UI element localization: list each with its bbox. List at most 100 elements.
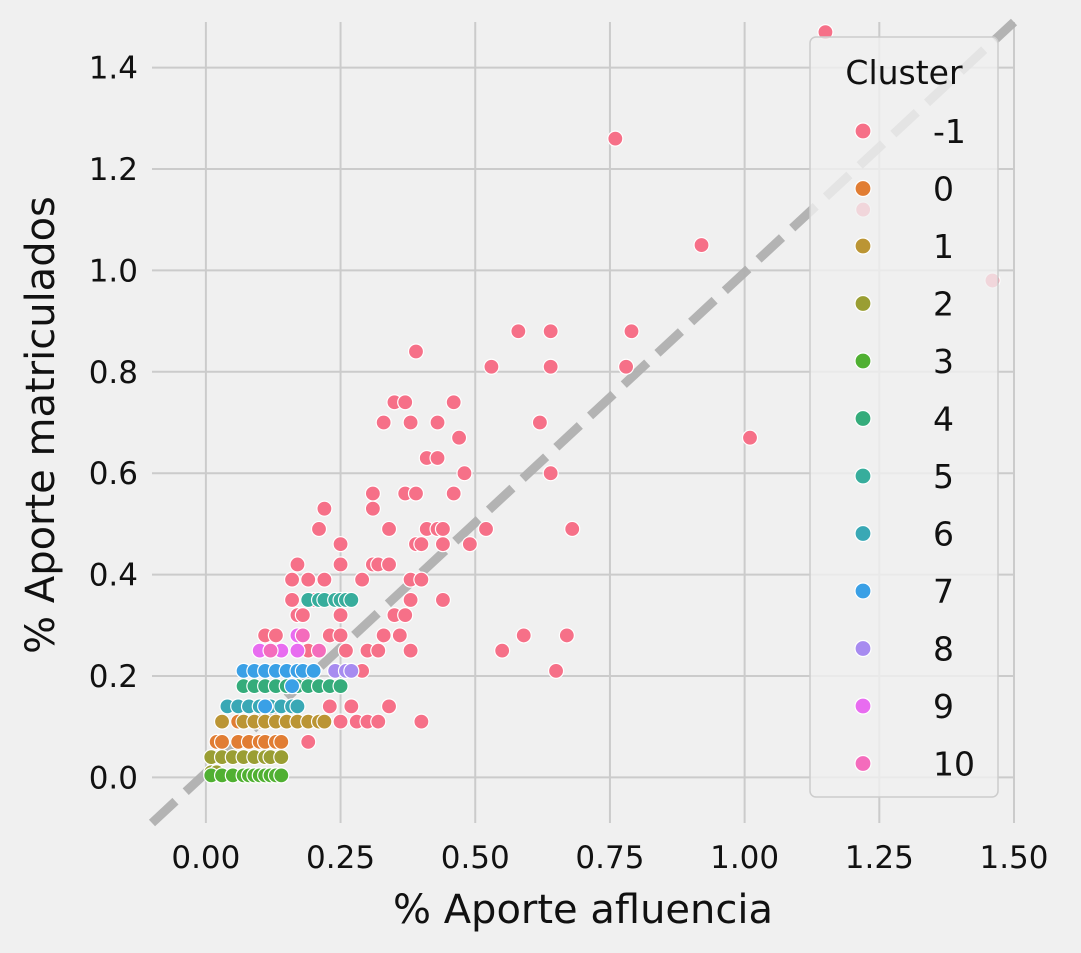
legend-label: 10 — [933, 745, 975, 784]
y-tick-label: 0.6 — [89, 456, 138, 492]
x-tick-label: 0.50 — [441, 840, 510, 876]
data-point — [607, 130, 624, 147]
data-point — [262, 642, 279, 659]
y-tick-labels: 0.0 0.2 0.4 0.6 0.8 1.0 1.2 1.4 — [89, 51, 138, 797]
data-point — [283, 591, 301, 609]
data-point — [510, 323, 527, 340]
data-point — [741, 429, 759, 446]
data-point — [542, 358, 559, 375]
x-tick-labels: 0.00 0.25 0.50 0.75 1.00 1.25 1.50 — [171, 840, 1048, 876]
data-point — [445, 394, 462, 411]
legend-label: 1 — [933, 227, 954, 266]
data-point — [407, 343, 425, 360]
legend-marker — [854, 582, 872, 600]
data-point — [413, 571, 430, 588]
data-point — [343, 591, 360, 609]
data-point — [294, 627, 311, 644]
data-points — [203, 24, 1001, 784]
data-point — [257, 698, 274, 715]
x-tick-label: 1.00 — [710, 840, 779, 876]
legend-label: 6 — [933, 515, 954, 554]
data-point — [564, 520, 581, 538]
legend-marker — [854, 409, 872, 428]
data-point — [380, 520, 398, 538]
y-tick-label: 0.4 — [89, 558, 138, 594]
data-point — [316, 500, 333, 517]
data-point — [300, 733, 317, 750]
y-tick-label: 0.2 — [89, 659, 138, 695]
data-point — [693, 236, 710, 254]
data-point — [397, 394, 414, 411]
data-point — [289, 698, 306, 715]
y-tick-label: 0.0 — [89, 760, 138, 796]
data-point — [477, 520, 495, 538]
x-tick-label: 0.25 — [306, 840, 375, 876]
data-point — [531, 414, 549, 431]
legend-marker — [854, 639, 872, 658]
data-point — [434, 536, 452, 553]
data-point — [273, 748, 290, 766]
data-point — [402, 591, 419, 609]
data-point — [213, 733, 231, 750]
data-point — [494, 642, 511, 659]
legend-box — [809, 36, 999, 798]
data-point — [380, 556, 398, 573]
legend-label: 7 — [933, 572, 954, 611]
data-point — [283, 571, 301, 588]
data-point — [391, 627, 408, 644]
data-point — [273, 733, 290, 750]
data-point — [354, 571, 371, 588]
data-point — [364, 500, 381, 517]
legend-title: Cluster — [845, 53, 963, 92]
data-point — [370, 713, 387, 730]
legend-marker — [854, 294, 872, 313]
x-axis-label: % Aporte afluencia — [393, 887, 773, 933]
data-point — [332, 536, 349, 553]
data-point — [316, 571, 333, 588]
data-point — [343, 662, 360, 680]
data-point — [332, 713, 349, 730]
legend-marker — [854, 467, 872, 485]
legend-marker — [854, 237, 872, 255]
data-point — [402, 414, 419, 431]
data-point — [375, 414, 392, 431]
data-point — [289, 642, 306, 659]
data-point — [273, 767, 290, 784]
data-point — [413, 536, 430, 553]
data-point — [310, 642, 328, 659]
y-tick-label: 1.2 — [89, 152, 138, 188]
data-point — [370, 642, 387, 659]
data-point — [375, 627, 392, 644]
data-point — [310, 520, 328, 538]
legend-label: 9 — [933, 687, 954, 726]
data-point — [617, 358, 635, 375]
x-tick-label: 1.50 — [979, 840, 1048, 876]
data-point — [332, 607, 349, 624]
data-point — [623, 323, 640, 340]
data-point — [332, 627, 349, 644]
data-point — [542, 465, 559, 482]
data-point — [380, 698, 398, 715]
data-point — [456, 465, 473, 482]
y-tick-label: 0.8 — [89, 355, 138, 391]
data-point — [397, 607, 414, 624]
data-point — [332, 678, 349, 695]
y-tick-label: 1.0 — [89, 253, 138, 289]
legend-marker — [854, 122, 872, 140]
legend-marker — [854, 524, 872, 543]
data-point — [213, 713, 231, 730]
data-point — [267, 627, 285, 644]
legend-marker — [854, 352, 872, 370]
data-point — [445, 485, 462, 502]
x-tick-label: 0.00 — [171, 840, 240, 876]
legend-items: -1 0 1 2 3 4 5 6 7 8 9 10 — [854, 112, 975, 784]
data-point — [558, 627, 575, 644]
data-point — [547, 662, 565, 680]
data-point — [300, 571, 317, 588]
data-point — [542, 323, 559, 340]
data-point — [283, 678, 301, 695]
legend-label: 0 — [933, 170, 954, 209]
data-point — [289, 556, 306, 573]
data-point — [294, 607, 311, 624]
